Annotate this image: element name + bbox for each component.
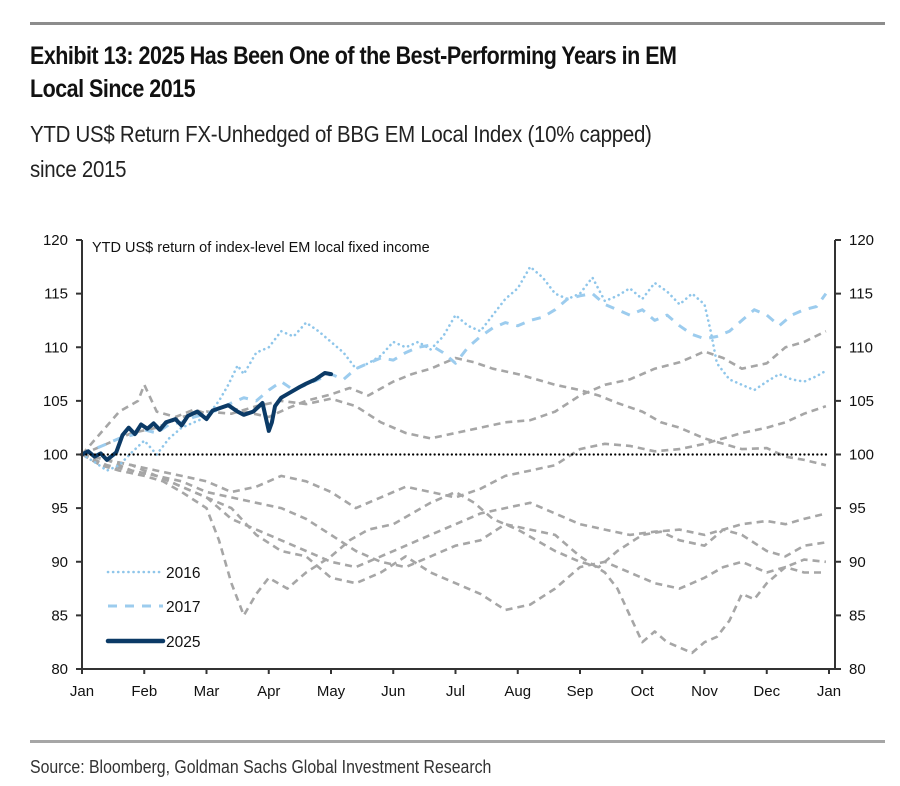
legend-label-2016: 2016	[166, 565, 200, 582]
bottom-rule	[30, 740, 885, 743]
series-line-2017	[81, 292, 828, 456]
x-tick-label: Aug	[504, 683, 531, 700]
y-tick-label-left: 95	[51, 500, 68, 517]
top-rule	[30, 22, 885, 25]
series-layer	[80, 265, 828, 655]
x-tick-label: Jul	[446, 683, 465, 700]
series-line-other-g	[81, 453, 826, 655]
axes-layer: 80 80 85 85 90 90 95 95 100 100 105 105 110 110 115 115…	[43, 232, 874, 700]
legend: 2016 2017 2025	[105, 565, 200, 651]
y-tick-label-left: 100	[43, 447, 68, 464]
exhibit-subtitle: YTD US$ Return FX-Unhedged of BBG EM Loc…	[30, 117, 848, 187]
series-line-other-d	[81, 453, 827, 617]
exhibit-subtitle-line-2: since 2015	[30, 156, 127, 182]
y-tick-label-right: 120	[849, 232, 874, 249]
legend-label-2025: 2025	[166, 634, 200, 651]
legend-label-2017: 2017	[166, 599, 200, 616]
x-tick-label: May	[317, 683, 346, 700]
exhibit-title: Exhibit 13: 2025 Has Been One of the Bes…	[30, 40, 890, 106]
y-tick-label-left: 120	[43, 232, 68, 249]
y-tick-label-left: 90	[51, 554, 68, 571]
exhibit-title-line-1: Exhibit 13: 2025 Has Been One of the Bes…	[30, 42, 677, 70]
x-tick-label: Oct	[631, 683, 655, 700]
x-tick-label: Jan	[817, 683, 841, 700]
y-tick-label-right: 85	[849, 607, 866, 624]
y-tick-label-left: 110	[44, 339, 68, 356]
y-tick-label-left: 105	[43, 393, 68, 410]
exhibit-subtitle-line-1: YTD US$ Return FX-Unhedged of BBG EM Loc…	[30, 121, 652, 147]
y-tick-label-left: 80	[51, 661, 68, 678]
exhibit-title-line-2: Local Since 2015	[30, 75, 196, 103]
x-tick-label: Apr	[257, 683, 280, 700]
y-tick-label-left: 85	[51, 607, 68, 624]
series-line-2025	[80, 371, 333, 462]
source-note: Source: Bloomberg, Goldman Sachs Global …	[30, 757, 492, 777]
y-tick-label-right: 105	[849, 393, 874, 410]
y-tick-label-left: 115	[44, 286, 68, 303]
x-tick-label: Mar	[194, 683, 220, 700]
x-tick-label: Sep	[567, 683, 594, 700]
y-tick-label-right: 95	[849, 500, 866, 517]
x-tick-label: Feb	[131, 683, 157, 700]
x-tick-label: Dec	[753, 683, 780, 700]
x-tick-label: Jan	[70, 683, 94, 700]
y-tick-label-right: 110	[849, 339, 873, 356]
y-tick-label-right: 80	[849, 661, 866, 678]
y-tick-label-right: 90	[849, 554, 866, 571]
x-tick-label: Nov	[691, 683, 718, 700]
chart-inner-title: YTD US$ return of index-level EM local f…	[92, 240, 430, 256]
series-line-other-f	[81, 453, 827, 612]
y-tick-label-right: 115	[849, 286, 873, 303]
series-line-other-e	[81, 453, 827, 569]
series-line-other-a	[81, 356, 827, 467]
y-tick-label-right: 100	[849, 447, 874, 464]
x-tick-label: Jun	[381, 683, 405, 700]
